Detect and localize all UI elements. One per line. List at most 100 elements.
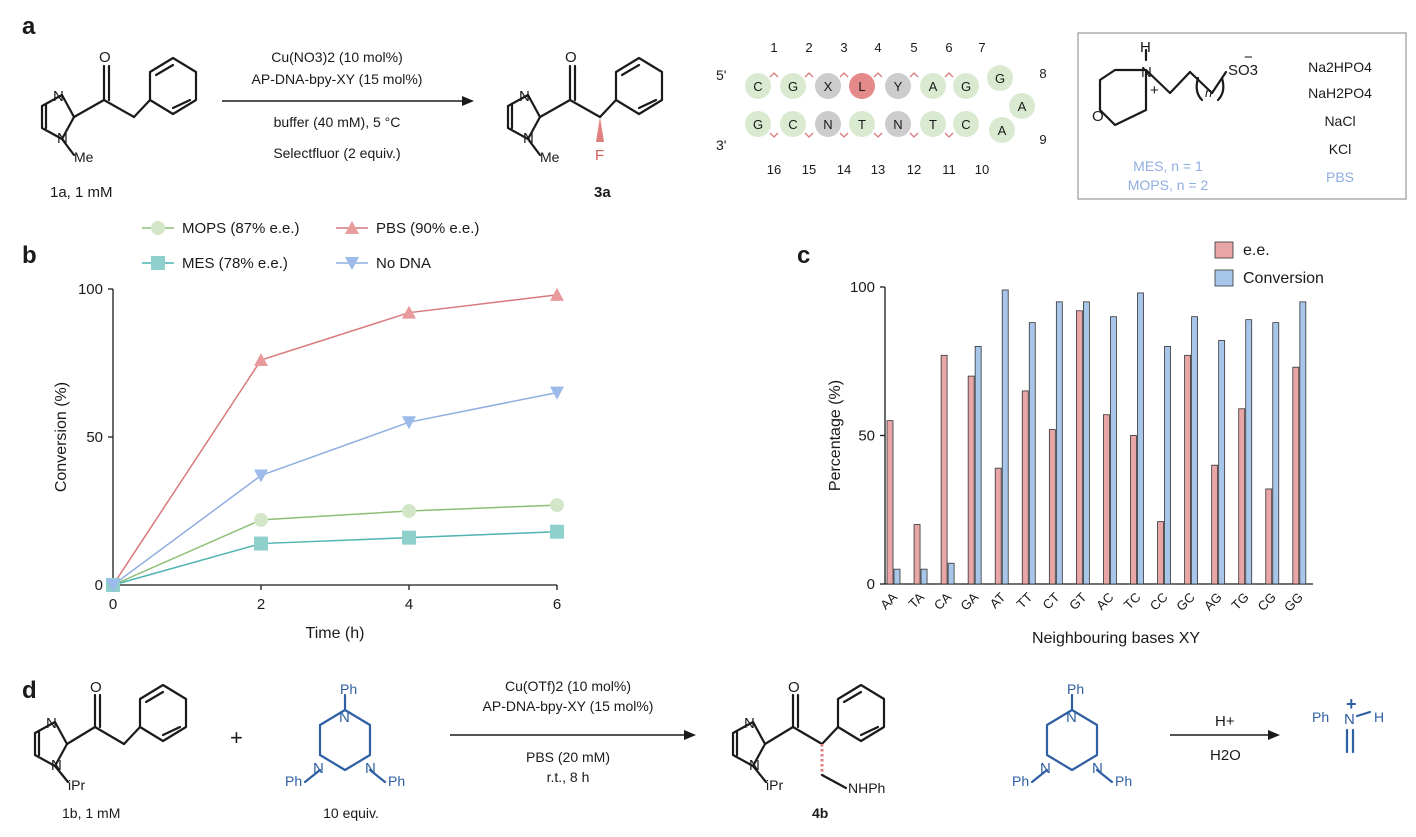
- dna-base-letter: G: [961, 79, 971, 94]
- salt-kcl: KCl: [1329, 141, 1352, 157]
- charge-plus: +: [1150, 82, 1159, 99]
- bar: [1048, 429, 1056, 585]
- x-tick-label: CA: [931, 589, 955, 613]
- product-4b-label: 4b: [812, 805, 828, 821]
- dna-linkage: [873, 132, 883, 138]
- dna-base-loop: [989, 117, 1015, 143]
- phenyl-group: Ph: [1067, 681, 1084, 697]
- dna-position-number: 6: [945, 40, 952, 55]
- x-tick-label: AT: [987, 589, 1009, 611]
- bar: [1184, 354, 1192, 585]
- dna-linkage: [873, 72, 883, 78]
- dna-base-letter: A: [998, 123, 1007, 138]
- data-point: [550, 287, 564, 301]
- x-tick-label: GA: [957, 589, 981, 613]
- y-tick-label: 50: [858, 428, 875, 445]
- dna-position-number: 4: [874, 40, 881, 55]
- dna-linkage: [769, 132, 779, 138]
- dna-position-number: 1: [770, 40, 777, 55]
- triazinane-reagent: Ph N N N Ph Ph: [285, 681, 405, 789]
- panel-label-a: a: [22, 13, 36, 40]
- atom-methyl: Me: [540, 149, 560, 165]
- dna-base-top: [920, 73, 946, 99]
- bar: [967, 375, 975, 585]
- phenyl-group: Ph: [340, 681, 357, 697]
- reagent-line: buffer (40 mM), 5 °C: [274, 114, 401, 130]
- dna-base-letter: G: [995, 71, 1005, 86]
- dna-base-bottom: [745, 111, 771, 137]
- iminium-product: Ph N + H: [1312, 694, 1384, 754]
- atom-O: O: [1092, 108, 1104, 125]
- data-point: [254, 512, 268, 527]
- reagent-line: Cu(OTf)2 (10 mol%): [505, 678, 631, 694]
- data-point: [402, 504, 416, 518]
- five-prime-label: 5': [716, 67, 726, 83]
- plus-sign: +: [230, 725, 243, 750]
- dna-base-bottom: [815, 111, 841, 137]
- data-point: [254, 536, 268, 551]
- dna-position-number: 15: [802, 162, 816, 177]
- product-3a-label: 3a: [594, 184, 611, 201]
- bar: [1211, 464, 1219, 585]
- dna-base-letter: G: [788, 79, 798, 94]
- phenyl-group: Ph: [388, 773, 405, 789]
- data-point: [550, 386, 564, 400]
- data-point: [402, 305, 416, 319]
- atom-N: N: [1092, 760, 1103, 777]
- acid-label: H+: [1215, 713, 1235, 730]
- dna-base-bottom: [849, 111, 875, 137]
- mes-label: MES, n = 1: [1133, 158, 1203, 174]
- buffer-box: [1077, 32, 1407, 200]
- dna-linkage: [909, 72, 919, 78]
- y-axis-label: Percentage (%): [827, 380, 844, 491]
- bar: [1272, 322, 1280, 585]
- dna-base-letter: Y: [894, 79, 903, 94]
- bar: [1218, 340, 1226, 585]
- dna-base-top: [780, 73, 806, 99]
- bar: [886, 420, 894, 585]
- dna-base-bottom: [780, 111, 806, 137]
- bar: [1157, 521, 1164, 585]
- reagent-line: AP-DNA-bpy-XY (15 mol%): [483, 698, 654, 714]
- bar: [1164, 345, 1171, 585]
- substrate-1b-structure: N O N iPr: [33, 679, 188, 793]
- anilinomethyl: NHPh: [848, 780, 885, 796]
- atom-N: N: [46, 715, 57, 732]
- y-tick-label: 100: [78, 281, 103, 298]
- three-prime-label: 3': [716, 137, 726, 153]
- dna-base-letter: C: [788, 117, 797, 132]
- salt-nacl: NaCl: [1324, 113, 1355, 129]
- dna-position-number: 11: [942, 162, 956, 177]
- x-tick-label: TC: [1121, 590, 1144, 613]
- arrow-head: [684, 730, 696, 740]
- product-3a-structure: N O N Me F: [506, 49, 664, 165]
- y-tick-label: 50: [86, 429, 103, 446]
- dna-position-number: 5: [910, 40, 917, 55]
- dna-base-top: [885, 73, 911, 99]
- buffer-structure: H N + O SO3 − n: [1092, 39, 1258, 127]
- dna-position-number: 10: [975, 162, 989, 177]
- dna-linkage: [839, 132, 849, 138]
- reagent-line: AP-DNA-bpy-XY (15 mol%): [252, 71, 423, 87]
- bar: [1110, 316, 1117, 585]
- dna-base-letter: N: [823, 117, 832, 132]
- legend-label: e.e.: [1243, 242, 1270, 259]
- phenyl-group: Ph: [285, 773, 302, 789]
- atom-N: N: [744, 715, 755, 732]
- x-tick-label: GG: [1281, 590, 1306, 615]
- dna-base-top: [953, 73, 979, 99]
- x-tick-label: GC: [1173, 590, 1197, 614]
- x-tick-label: 4: [405, 596, 413, 613]
- dna-position-number: 7: [978, 40, 985, 55]
- water-label: H2O: [1210, 747, 1241, 764]
- bar: [1028, 322, 1036, 585]
- bar: [1055, 301, 1063, 585]
- bar: [1082, 301, 1090, 585]
- dna-base-bottom: [953, 111, 979, 137]
- x-tick-label: 0: [109, 596, 117, 613]
- atom-N: N: [1141, 64, 1152, 81]
- atom-N: N: [1066, 709, 1077, 726]
- reagent-line: r.t., 8 h: [547, 769, 590, 785]
